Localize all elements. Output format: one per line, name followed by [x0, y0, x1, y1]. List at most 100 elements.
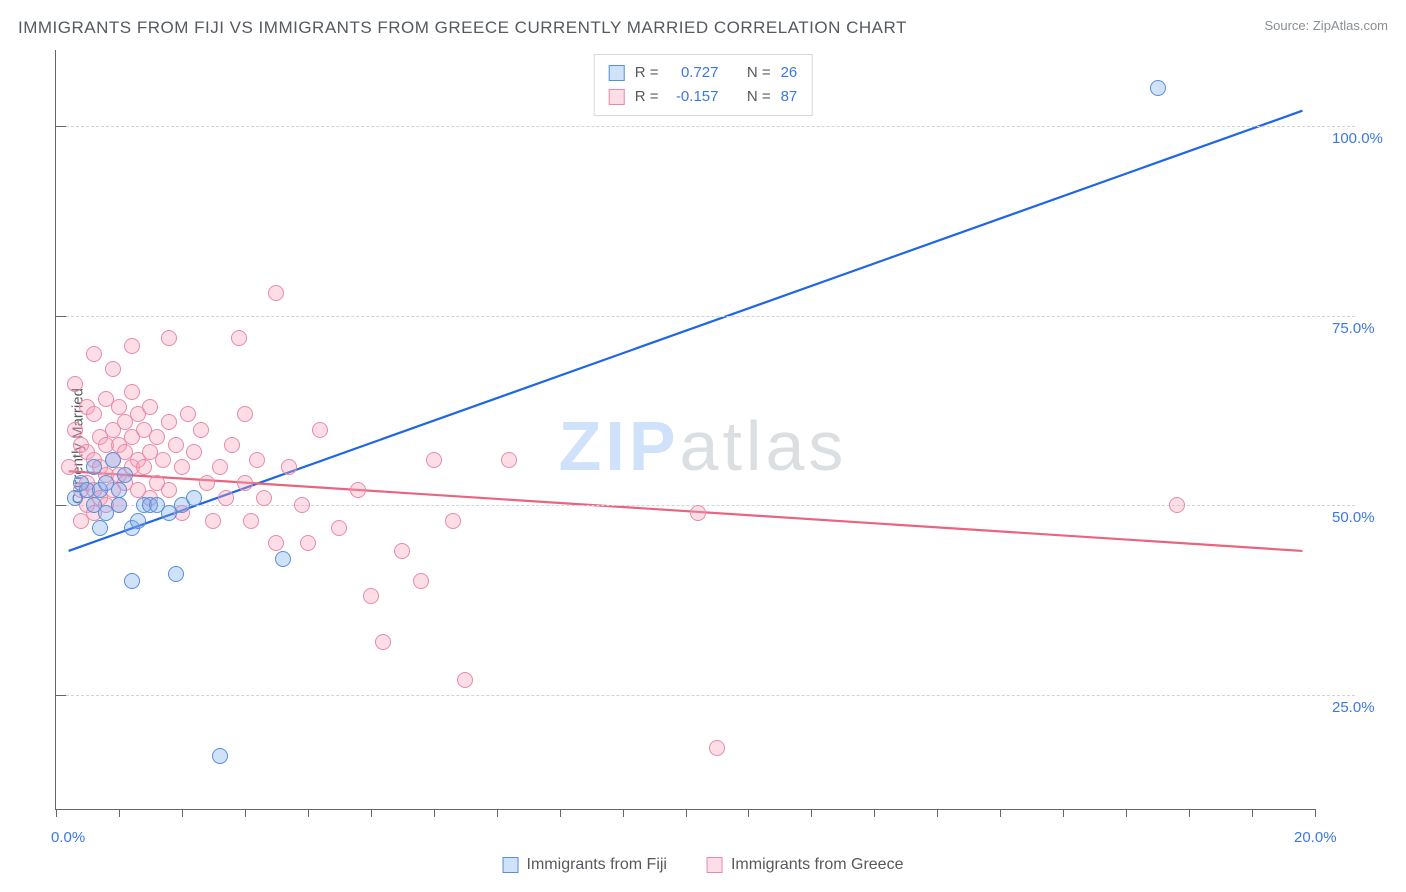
data-point	[394, 543, 410, 559]
data-point	[224, 437, 240, 453]
n-label: N =	[747, 85, 771, 109]
swatch-blue-icon	[503, 857, 519, 873]
x-tick	[560, 809, 561, 817]
data-point	[426, 452, 442, 468]
x-tick	[686, 809, 687, 817]
gridline	[56, 316, 1355, 317]
data-point	[281, 459, 297, 475]
data-point	[180, 406, 196, 422]
data-point	[249, 452, 265, 468]
legend-label-fiji: Immigrants from Fiji	[527, 856, 667, 874]
data-point	[61, 459, 77, 475]
swatch-pink-icon	[707, 857, 723, 873]
data-point	[155, 452, 171, 468]
n-value-fiji: 26	[781, 61, 798, 85]
data-point	[375, 634, 391, 650]
trend-line	[69, 471, 1303, 551]
x-tick	[623, 809, 624, 817]
data-point	[193, 422, 209, 438]
data-point	[124, 384, 140, 400]
data-point	[92, 520, 108, 536]
x-tick	[811, 809, 812, 817]
data-point	[168, 437, 184, 453]
r-value-fiji: 0.727	[668, 61, 718, 85]
data-point	[709, 740, 725, 756]
data-point	[212, 459, 228, 475]
x-tick	[748, 809, 749, 817]
header-row: IMMIGRANTS FROM FIJI VS IMMIGRANTS FROM …	[18, 18, 1388, 38]
data-point	[243, 513, 259, 529]
data-point	[413, 573, 429, 589]
y-tick-label: 100.0%	[1332, 130, 1383, 147]
source-label: Source: ZipAtlas.com	[1264, 18, 1388, 33]
gridline	[56, 505, 1355, 506]
legend-label-greece: Immigrants from Greece	[731, 856, 903, 874]
y-tick-label: 50.0%	[1332, 509, 1375, 526]
y-tick-label: 25.0%	[1332, 699, 1375, 716]
data-point	[1150, 80, 1166, 96]
plot-area	[55, 50, 1315, 810]
data-point	[256, 490, 272, 506]
data-point	[67, 422, 83, 438]
data-point	[205, 513, 221, 529]
x-tick	[937, 809, 938, 817]
data-point	[161, 482, 177, 498]
data-point	[161, 330, 177, 346]
data-point	[237, 406, 253, 422]
chart-title: IMMIGRANTS FROM FIJI VS IMMIGRANTS FROM …	[18, 18, 907, 38]
legend-row-greece: R = -0.157 N = 87	[609, 85, 798, 109]
x-tick	[1189, 809, 1190, 817]
x-tick	[56, 809, 57, 817]
data-point	[124, 573, 140, 589]
data-point	[294, 497, 310, 513]
data-point	[86, 459, 102, 475]
r-label: R =	[635, 85, 659, 109]
swatch-pink-icon	[609, 89, 625, 105]
data-point	[268, 285, 284, 301]
data-point	[350, 482, 366, 498]
data-point	[86, 406, 102, 422]
data-point	[218, 490, 234, 506]
x-tick	[1000, 809, 1001, 817]
x-tick	[119, 809, 120, 817]
data-point	[124, 338, 140, 354]
data-point	[363, 588, 379, 604]
x-tick-label-max: 20.0%	[1294, 829, 1337, 846]
x-tick	[371, 809, 372, 817]
x-tick	[497, 809, 498, 817]
legend-correlation: R = 0.727 N = 26 R = -0.157 N = 87	[594, 54, 813, 116]
data-point	[136, 459, 152, 475]
x-tick	[1252, 809, 1253, 817]
x-tick	[874, 809, 875, 817]
data-point	[268, 535, 284, 551]
data-point	[105, 452, 121, 468]
x-tick	[308, 809, 309, 817]
data-point	[212, 748, 228, 764]
legend-row-fiji: R = 0.727 N = 26	[609, 61, 798, 85]
data-point	[117, 467, 133, 483]
y-tick-label: 75.0%	[1332, 320, 1375, 337]
data-point	[142, 399, 158, 415]
data-point	[312, 422, 328, 438]
data-point	[186, 490, 202, 506]
data-point	[111, 482, 127, 498]
data-point	[445, 513, 461, 529]
x-tick	[1063, 809, 1064, 817]
x-tick	[434, 809, 435, 817]
data-point	[501, 452, 517, 468]
n-label: N =	[747, 61, 771, 85]
data-point	[105, 361, 121, 377]
data-point	[237, 475, 253, 491]
data-point	[199, 475, 215, 491]
data-point	[690, 505, 706, 521]
x-tick	[1126, 809, 1127, 817]
gridline	[56, 695, 1355, 696]
data-point	[457, 672, 473, 688]
data-point	[174, 459, 190, 475]
gridline	[56, 126, 1355, 127]
data-point	[130, 513, 146, 529]
swatch-blue-icon	[609, 65, 625, 81]
data-point	[186, 444, 202, 460]
data-point	[331, 520, 347, 536]
x-tick	[182, 809, 183, 817]
